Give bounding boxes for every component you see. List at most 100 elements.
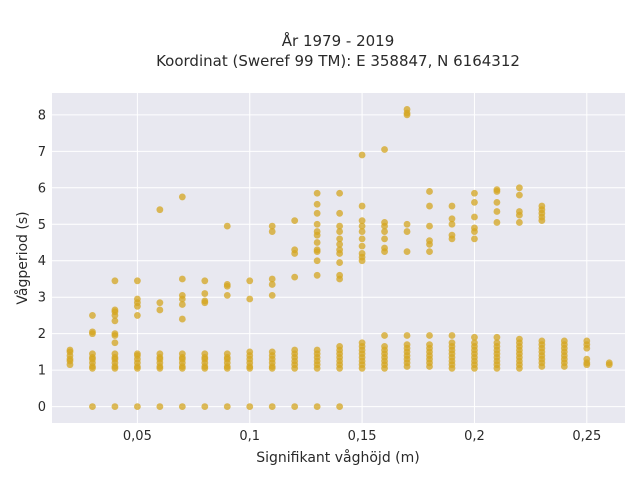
data-point <box>515 191 523 199</box>
data-point <box>493 198 501 206</box>
data-point <box>381 219 388 226</box>
data-point <box>381 364 388 372</box>
y-tick-label: 5 <box>38 218 46 233</box>
data-point <box>313 209 321 217</box>
data-point <box>111 403 119 410</box>
data-point <box>178 193 186 201</box>
data-point <box>156 299 164 307</box>
y-tick-label: 4 <box>38 254 46 269</box>
data-point <box>156 364 164 372</box>
data-point <box>291 273 299 281</box>
data-point <box>358 222 366 230</box>
data-point <box>358 242 366 250</box>
data-point <box>358 364 366 372</box>
data-point <box>268 275 276 283</box>
data-point <box>358 250 366 257</box>
x-tick-label: 0,2 <box>464 429 485 444</box>
data-point <box>268 364 276 372</box>
data-point <box>313 257 321 265</box>
data-point <box>313 200 321 208</box>
data-point <box>89 330 96 338</box>
data-point <box>201 403 209 410</box>
data-point <box>156 403 164 410</box>
data-point <box>448 332 456 339</box>
data-point <box>133 403 141 410</box>
y-axis-title: Vågperiod (s) <box>14 211 31 304</box>
data-point <box>111 330 119 338</box>
data-point <box>89 312 96 319</box>
data-point <box>403 228 411 235</box>
y-tick-label: 6 <box>38 181 46 196</box>
data-point <box>493 364 501 372</box>
data-point <box>448 231 456 239</box>
data-point <box>426 332 433 339</box>
data-point <box>111 364 119 372</box>
data-point <box>178 403 186 410</box>
data-point <box>605 361 613 369</box>
data-point <box>471 198 478 206</box>
data-point <box>515 219 523 226</box>
data-point <box>133 312 141 319</box>
data-point <box>403 248 411 256</box>
data-point <box>448 364 456 372</box>
data-point <box>223 403 231 410</box>
data-point <box>381 244 388 252</box>
data-point <box>403 332 411 339</box>
data-point <box>426 188 433 195</box>
data-point <box>313 189 321 197</box>
data-point <box>111 317 119 325</box>
chart-title: År 1979 - 2019 <box>282 31 395 50</box>
data-point <box>448 220 456 228</box>
x-axis-title: Signifikant våghöjd (m) <box>256 449 419 466</box>
data-point <box>201 364 209 372</box>
y-tick-label: 1 <box>38 364 46 379</box>
data-point <box>178 275 186 283</box>
data-point <box>471 364 478 372</box>
data-point <box>223 364 231 372</box>
data-point <box>156 306 164 314</box>
data-point <box>111 306 119 314</box>
data-point <box>471 189 478 197</box>
data-point <box>246 295 254 303</box>
data-point <box>358 228 366 235</box>
x-tick-label: 0,15 <box>348 429 377 444</box>
data-point <box>426 222 433 230</box>
data-point <box>538 363 546 370</box>
data-point <box>291 403 299 410</box>
data-point <box>268 403 276 410</box>
y-tick-label: 0 <box>38 400 46 415</box>
data-point <box>426 363 433 370</box>
data-point <box>201 290 209 297</box>
y-tick-label: 2 <box>38 327 46 342</box>
y-tick-label: 3 <box>38 291 46 306</box>
data-point <box>178 364 186 372</box>
y-tick-label: 8 <box>38 108 46 123</box>
data-point <box>223 222 231 230</box>
data-point <box>515 184 523 192</box>
data-point <box>291 364 299 372</box>
data-point <box>560 363 568 370</box>
data-point <box>538 202 546 210</box>
data-point <box>336 228 344 235</box>
data-point <box>313 403 321 410</box>
x-tick-label: 0,05 <box>123 429 152 444</box>
data-point <box>89 403 96 410</box>
data-point <box>291 246 299 254</box>
plot-area <box>52 93 625 423</box>
data-point <box>223 291 231 299</box>
data-point <box>268 222 276 230</box>
data-point <box>426 248 433 256</box>
data-point <box>515 364 523 372</box>
data-point <box>111 339 119 347</box>
data-point <box>358 217 366 225</box>
data-point <box>381 228 388 235</box>
data-point <box>358 235 366 243</box>
data-point <box>426 237 433 245</box>
data-point <box>358 202 366 210</box>
data-point <box>268 228 276 235</box>
y-axis-ticks: 0 1 2 3 4 5 6 7 8 <box>38 108 46 415</box>
data-point <box>336 364 344 372</box>
data-point <box>133 364 141 372</box>
data-point <box>583 361 591 369</box>
data-point <box>336 222 344 230</box>
